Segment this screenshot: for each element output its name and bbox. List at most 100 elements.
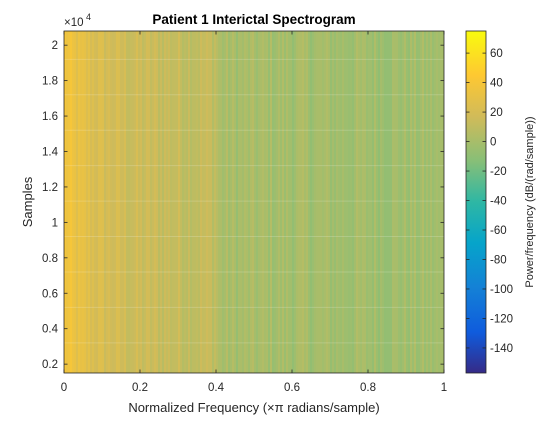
spectrogram-column bbox=[380, 31, 383, 373]
spectrogram-column bbox=[284, 31, 287, 373]
spectrogram-column bbox=[174, 31, 177, 373]
spectrogram-column bbox=[94, 31, 97, 373]
spectrogram-column bbox=[82, 31, 85, 373]
spectrogram-column bbox=[98, 31, 101, 373]
spectrogram-column bbox=[86, 31, 89, 373]
spectrogram-column bbox=[204, 31, 207, 373]
spectrogram-column bbox=[140, 31, 143, 373]
spectrogram-column bbox=[442, 31, 444, 373]
spectrogram-column bbox=[302, 31, 305, 373]
spectrogram-column bbox=[190, 31, 193, 373]
spectrogram-column bbox=[92, 31, 95, 373]
spectrogram-column bbox=[184, 31, 187, 373]
spectrogram-column bbox=[356, 31, 359, 373]
spectrogram-column bbox=[76, 31, 79, 373]
spectrogram-column bbox=[88, 31, 91, 373]
colorbar-axis: 60 40 20 0 -20 -40 -60 -80 -100 -120 -140 bbox=[466, 48, 513, 355]
spectrogram-column bbox=[84, 31, 87, 373]
spectrogram-column bbox=[414, 31, 417, 373]
spectrogram-column bbox=[180, 31, 183, 373]
spectrogram-column bbox=[332, 31, 335, 373]
spectrogram-column bbox=[200, 31, 203, 373]
plot-area-frame bbox=[63, 30, 445, 374]
spectrogram-column bbox=[216, 31, 219, 373]
spectrogram-column bbox=[114, 31, 117, 373]
spectrogram-column bbox=[280, 31, 283, 373]
spectrogram-column bbox=[242, 31, 245, 373]
spectrogram-heatmap bbox=[64, 31, 444, 373]
spectrogram-column bbox=[270, 31, 273, 373]
spectrogram-column bbox=[272, 31, 275, 373]
spectrogram-column bbox=[206, 31, 209, 373]
spectrogram-column bbox=[326, 31, 329, 373]
spectrogram-column bbox=[344, 31, 347, 373]
x-axis-label: Normalized Frequency (×π radians/sample) bbox=[128, 400, 379, 415]
spectrogram-column bbox=[220, 31, 223, 373]
spectrogram-column bbox=[138, 31, 141, 373]
spectrogram-column bbox=[388, 31, 391, 373]
spectrogram-column bbox=[336, 31, 339, 373]
spectrogram-column bbox=[276, 31, 279, 373]
spectrogram-column bbox=[262, 31, 265, 373]
spectrogram-column bbox=[122, 31, 125, 373]
spectrogram-column bbox=[80, 31, 83, 373]
spectrogram-column bbox=[152, 31, 155, 373]
colorbar bbox=[465, 30, 487, 374]
spectrogram-column bbox=[244, 31, 247, 373]
spectrogram-column bbox=[364, 31, 367, 373]
spectrogram-column bbox=[342, 31, 345, 373]
spectrogram-column bbox=[238, 31, 241, 373]
spectrogram-column bbox=[102, 31, 105, 373]
spectrogram-column bbox=[222, 31, 225, 373]
spectrogram-column bbox=[126, 31, 129, 373]
colorbar-tick-label: -80 bbox=[490, 254, 507, 266]
spectrogram-column bbox=[112, 31, 115, 373]
spectrogram-column bbox=[278, 31, 281, 373]
spectrogram-column bbox=[226, 31, 229, 373]
spectrogram-column bbox=[410, 31, 413, 373]
spectrogram-column bbox=[146, 31, 149, 373]
spectrogram-column bbox=[142, 31, 145, 373]
spectrogram-column bbox=[286, 31, 289, 373]
spectrogram-column bbox=[338, 31, 341, 373]
spectrogram-column bbox=[392, 31, 395, 373]
spectrogram-column bbox=[378, 31, 381, 373]
spectrogram-column bbox=[366, 31, 369, 373]
spectrogram-column bbox=[214, 31, 217, 373]
colorbar-tick-label: -100 bbox=[490, 284, 513, 296]
x-axis: 0 0.2 0.4 0.6 0.8 1 bbox=[61, 31, 447, 394]
spectrogram-column bbox=[348, 31, 351, 373]
spectrogram-column bbox=[400, 31, 403, 373]
spectrogram-column bbox=[224, 31, 227, 373]
spectrogram-column bbox=[292, 31, 295, 373]
spectrogram-column bbox=[300, 31, 303, 373]
spectrogram-column bbox=[202, 31, 205, 373]
spectrogram-column bbox=[264, 31, 267, 373]
spectrogram-column bbox=[106, 31, 109, 373]
spectrogram-column bbox=[130, 31, 133, 373]
colorbar-tick-label: -20 bbox=[490, 166, 507, 178]
spectrogram-column bbox=[188, 31, 191, 373]
spectrogram-column bbox=[422, 31, 425, 373]
y-axis: 0.2 0.4 0.6 0.8 1 1.2 1.4 1.6 1.8 2 bbox=[42, 40, 444, 371]
y-exponent-base: ×10 bbox=[64, 17, 84, 29]
y-tick-label: 1.6 bbox=[42, 111, 58, 123]
spectrogram-column bbox=[402, 31, 405, 373]
spectrogram-column bbox=[384, 31, 387, 373]
spectrogram-column bbox=[274, 31, 277, 373]
spectrogram-column bbox=[290, 31, 293, 373]
spectrogram-column bbox=[162, 31, 165, 373]
spectrogram-column bbox=[346, 31, 349, 373]
spectrogram-column bbox=[240, 31, 243, 373]
spectrogram-column bbox=[340, 31, 343, 373]
spectrogram-column bbox=[176, 31, 179, 373]
x-tick-label: 0.4 bbox=[208, 382, 225, 394]
y-tick-label: 1 bbox=[52, 217, 58, 229]
spectrogram-column bbox=[118, 31, 121, 373]
spectrogram-column bbox=[354, 31, 357, 373]
spectrogram-column bbox=[430, 31, 433, 373]
y-tick-label: 0.6 bbox=[42, 288, 58, 300]
spectrogram-column bbox=[108, 31, 111, 373]
spectrogram-column bbox=[186, 31, 189, 373]
